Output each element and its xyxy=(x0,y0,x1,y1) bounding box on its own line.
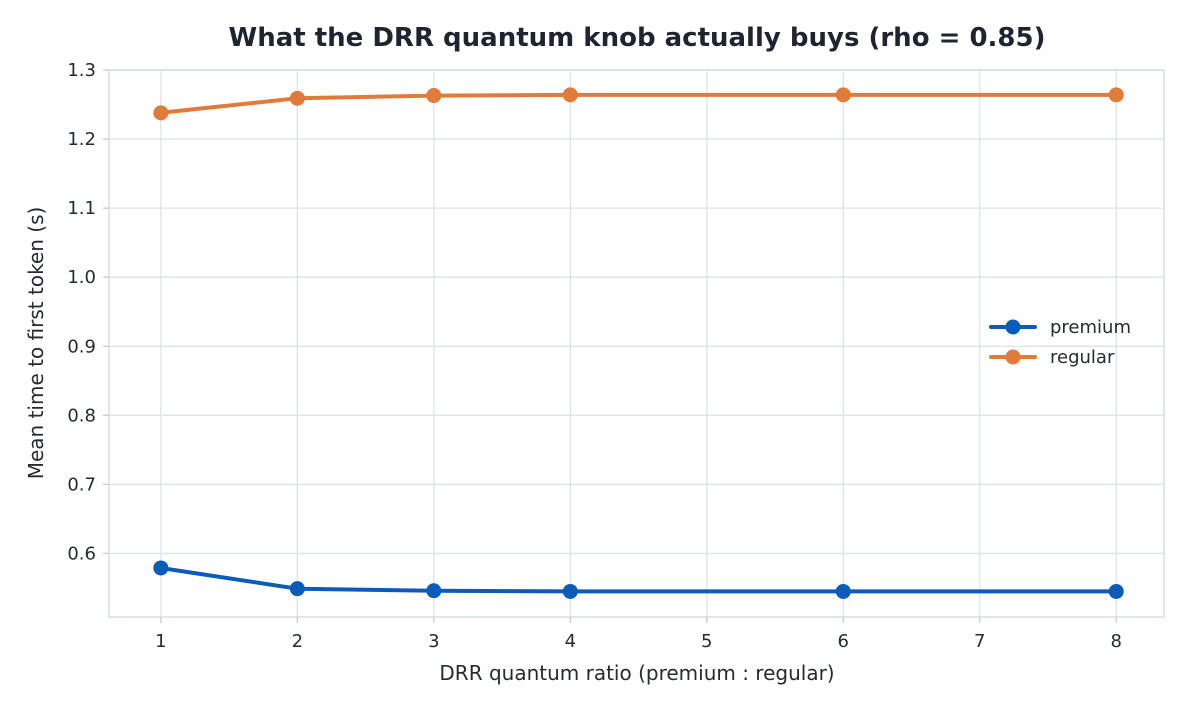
chart-title: What the DRR quantum knob actually buys … xyxy=(229,23,1046,53)
data-point-regular xyxy=(1108,87,1124,103)
x-tick-label: 6 xyxy=(838,631,849,652)
data-point-premium xyxy=(153,560,169,576)
data-point-premium xyxy=(562,583,578,599)
legend-swatch-marker xyxy=(1005,319,1021,335)
y-tick-label: 1.0 xyxy=(67,267,96,288)
data-point-premium xyxy=(426,583,442,599)
y-tick-label: 0.7 xyxy=(67,474,96,495)
y-tick-label: 0.6 xyxy=(67,543,96,564)
legend-label: regular xyxy=(1050,347,1115,368)
series-layer xyxy=(153,87,1124,599)
series-regular xyxy=(153,87,1124,121)
series-premium xyxy=(153,560,1124,599)
legend-item-regular: regular xyxy=(989,347,1115,368)
legend-swatch-marker xyxy=(1005,349,1021,365)
y-tick-label: 1.3 xyxy=(67,60,96,81)
x-axis-label: DRR quantum ratio (premium : regular) xyxy=(439,661,834,685)
x-tick-label: 1 xyxy=(155,631,166,652)
legend: premium regular xyxy=(989,317,1131,368)
data-point-regular xyxy=(835,87,851,103)
tick-layer: 1 2 3 4 5 6 7 8 0.6 0.7 0.8 0.9 1.0 1.1 1.2 1.3 xyxy=(67,60,1122,652)
data-point-premium xyxy=(289,581,305,597)
y-tick-label: 0.8 xyxy=(67,405,96,426)
y-axis-label: Mean time to first token (s) xyxy=(24,207,48,480)
y-tick-label: 0.9 xyxy=(67,336,96,357)
data-point-regular xyxy=(426,88,442,104)
data-point-premium xyxy=(1108,583,1124,599)
series-line-premium xyxy=(158,566,1119,594)
legend-label: premium xyxy=(1050,317,1131,338)
y-tick-label: 1.2 xyxy=(67,129,96,150)
x-tick-label: 7 xyxy=(974,631,985,652)
y-tick-label: 1.1 xyxy=(67,198,96,219)
data-point-premium xyxy=(835,583,851,599)
series-line-regular xyxy=(158,92,1119,115)
data-point-regular xyxy=(562,87,578,103)
x-tick-label: 8 xyxy=(1111,631,1122,652)
plot-frame xyxy=(108,69,1165,618)
x-tick-label: 2 xyxy=(292,631,303,652)
x-tick-label: 4 xyxy=(565,631,576,652)
x-tick-label: 5 xyxy=(701,631,712,652)
data-point-regular xyxy=(153,105,169,121)
legend-item-premium: premium xyxy=(989,317,1131,338)
grid-layer xyxy=(109,69,1164,617)
x-tick-label: 3 xyxy=(428,631,439,652)
data-point-regular xyxy=(289,90,305,106)
